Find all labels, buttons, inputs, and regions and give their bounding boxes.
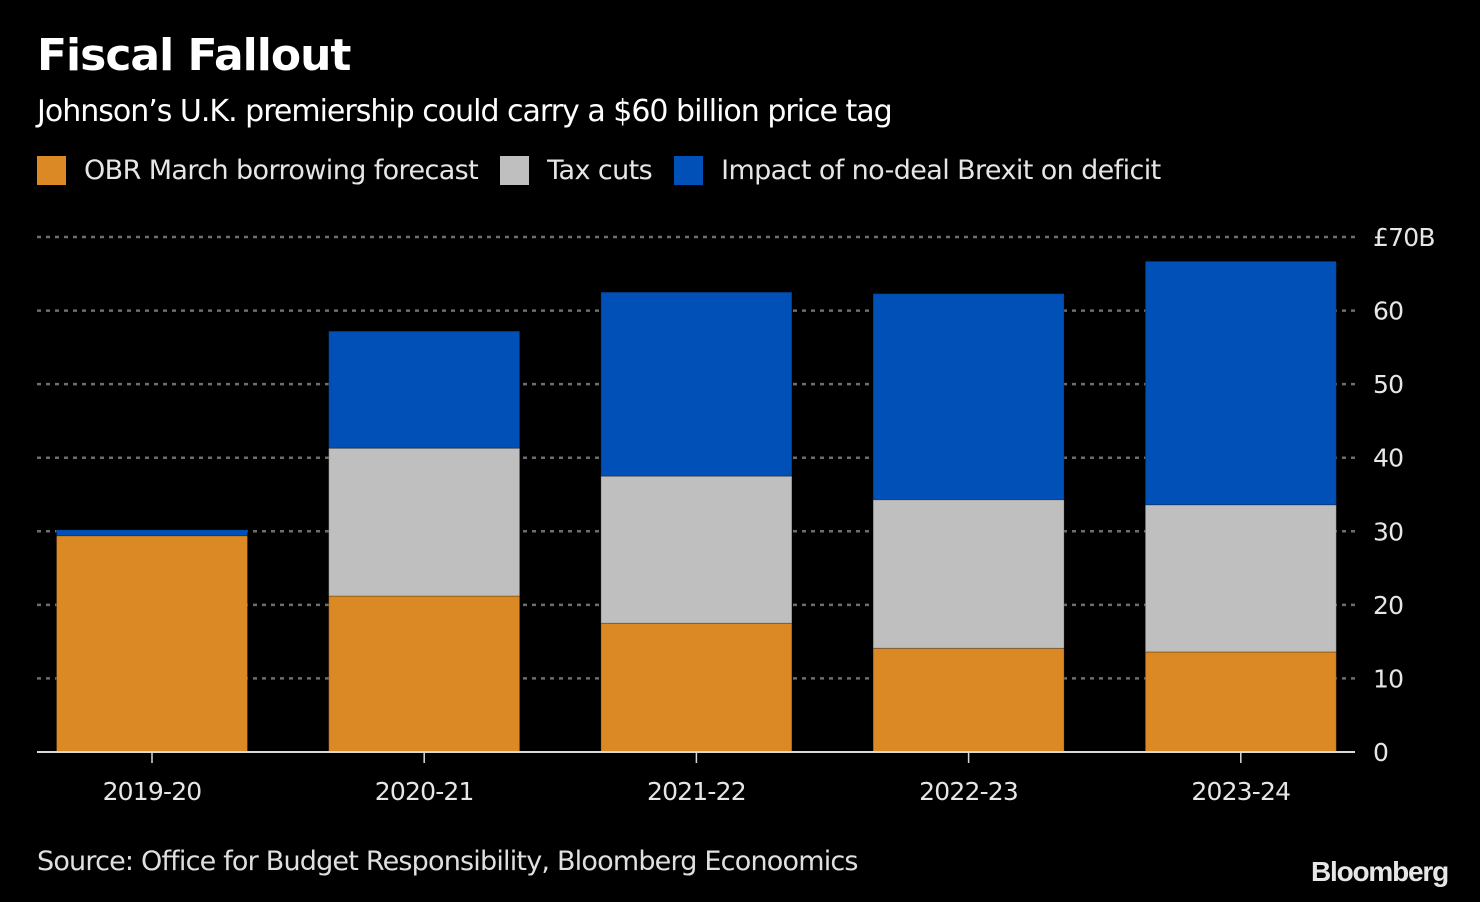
bar-brexit-2019-20 [56, 529, 248, 537]
chart-subtitle: Johnson’s U.K. premiership could carry a… [37, 94, 893, 129]
y-tick-label-10: 10 [1373, 664, 1403, 693]
bar-tax-cuts-2020-21 [328, 447, 521, 597]
legend-label-brexit: Impact of no-deal Brexit on deficit [721, 155, 1161, 186]
bar-brexit-2021-22 [600, 291, 793, 477]
axes: 0 10 20 30 40 50 60 £70B 2019-20 2020-21 2021-22 20… [37, 223, 1435, 806]
x-tick-label-2022-23: 2022-23 [919, 777, 1018, 806]
legend-label-obr: OBR March borrowing forecast [84, 155, 479, 186]
y-tick-label-40: 40 [1373, 444, 1403, 473]
bar-obr-2021-22 [600, 622, 793, 753]
y-tick-label-60: 60 [1373, 297, 1403, 326]
legend-swatch-tax-cuts [500, 156, 530, 185]
bar-brexit-2022-23 [872, 293, 1065, 501]
legend: OBR March borrowing forecast Tax cuts Im… [37, 155, 1183, 186]
bar-tax-cuts-2021-22 [600, 475, 793, 624]
bars [56, 260, 1337, 753]
legend-swatch-obr [37, 156, 66, 185]
y-tick-label-70: £70B [1373, 223, 1435, 252]
legend-item-tax-cuts: Tax cuts [500, 155, 653, 186]
legend-item-brexit: Impact of no-deal Brexit on deficit [674, 155, 1161, 186]
source-note: Source: Office for Budget Responsibility… [37, 846, 859, 877]
bar-obr-2022-23 [872, 647, 1065, 753]
bar-tax-cuts-2023-24 [1144, 504, 1337, 653]
bar-obr-2023-24 [1144, 651, 1337, 753]
bar-brexit-2020-21 [328, 330, 521, 449]
bar-obr-2019-20 [56, 535, 248, 753]
x-tick-label-2019-20: 2019-20 [103, 777, 202, 806]
bar-brexit-2023-24 [1144, 260, 1337, 506]
y-tick-label-50: 50 [1373, 370, 1403, 399]
x-tick-label-2023-24: 2023-24 [1191, 777, 1290, 806]
bloomberg-logo: Bloomberg [1311, 856, 1449, 887]
legend-label-tax-cuts: Tax cuts [547, 155, 653, 186]
y-tick-label-30: 30 [1373, 517, 1403, 546]
chart-title: Fiscal Fallout [37, 30, 351, 81]
y-tick-label-20: 20 [1373, 591, 1403, 620]
legend-item-obr: OBR March borrowing forecast [37, 155, 479, 186]
legend-swatch-brexit [674, 156, 704, 185]
bar-tax-cuts-2022-23 [872, 499, 1065, 649]
y-tick-label-0: 0 [1373, 738, 1388, 767]
bar-obr-2020-21 [328, 595, 521, 753]
x-tick-label-2021-22: 2021-22 [647, 777, 746, 806]
x-tick-label-2020-21: 2020-21 [375, 777, 474, 806]
